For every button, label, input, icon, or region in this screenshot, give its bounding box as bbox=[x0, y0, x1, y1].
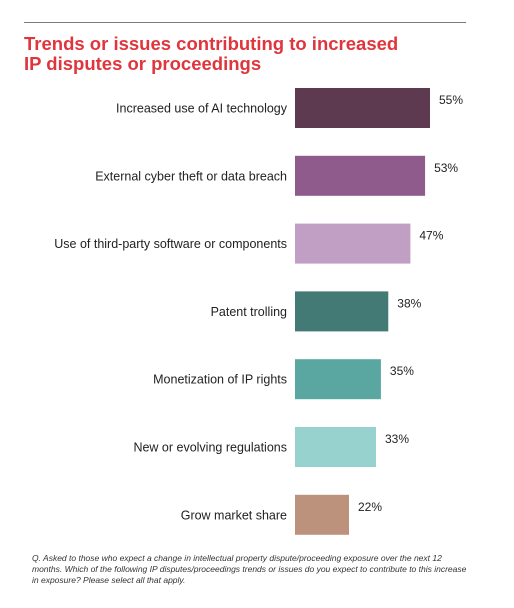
value-label-grow-market-share: 22% bbox=[358, 500, 382, 514]
bar-chart: Increased use of AI technology 55% Externa… bbox=[54, 88, 463, 535]
value-label-patent-trolling: 38% bbox=[397, 296, 421, 310]
category-label-patent-trolling: Patent trolling bbox=[211, 305, 287, 319]
category-label-monetization-of-ip-rights: Monetization of IP rights bbox=[153, 373, 287, 387]
category-label-grow-market-share: Grow market share bbox=[181, 508, 287, 522]
footnote: Q. Asked to those who expect a change in… bbox=[32, 553, 467, 585]
value-label-external-cyber-theft-or-data-breach: 53% bbox=[434, 161, 458, 175]
category-label-external-cyber-theft-or-data-breach: External cyber theft or data breach bbox=[95, 169, 287, 183]
category-label-increased-use-of-ai-technology: Increased use of AI technology bbox=[116, 102, 288, 116]
bar-grow-market-share bbox=[295, 494, 349, 535]
bar-external-cyber-theft-or-data-breach bbox=[295, 155, 426, 196]
value-label-use-of-third-party-software-or-components: 47% bbox=[419, 229, 443, 243]
bar-patent-trolling bbox=[295, 291, 389, 332]
chart-title-line-2: IP disputes or proceedings bbox=[24, 53, 262, 74]
value-label-new-or-evolving-regulations: 33% bbox=[385, 432, 409, 446]
category-label-new-or-evolving-regulations: New or evolving regulations bbox=[133, 441, 287, 455]
bar-use-of-third-party-software-or-components bbox=[295, 223, 411, 264]
value-label-increased-use-of-ai-technology: 55% bbox=[439, 93, 463, 107]
bar-increased-use-of-ai-technology bbox=[295, 88, 430, 128]
top-divider bbox=[24, 22, 466, 23]
bar-monetization-of-ip-rights bbox=[295, 359, 381, 400]
category-label-use-of-third-party-software-or-components: Use of third-party software or component… bbox=[54, 237, 287, 251]
chart-title-line-1: Trends or issues contributing to increas… bbox=[24, 33, 399, 54]
bar-new-or-evolving-regulations bbox=[295, 427, 376, 467]
value-label-monetization-of-ip-rights: 35% bbox=[390, 364, 414, 378]
chart-title: Trends or issues contributing to increas… bbox=[24, 34, 484, 74]
